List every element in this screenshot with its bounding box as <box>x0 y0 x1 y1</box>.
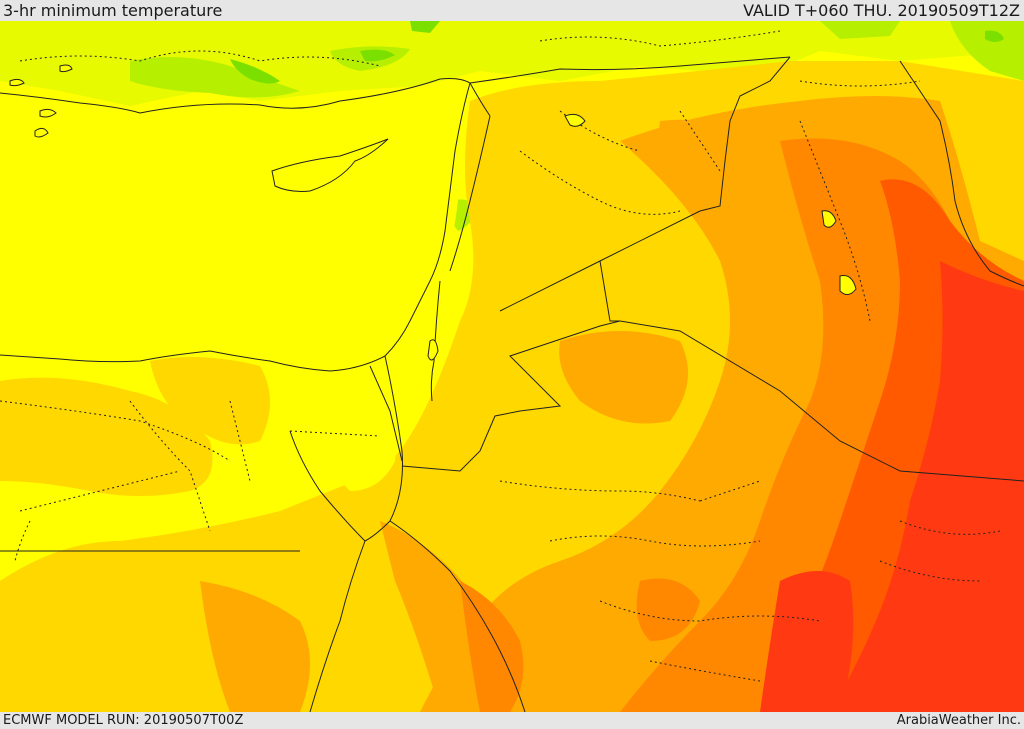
cyprus <box>271 138 389 192</box>
map-title: 3-hr minimum temperature <box>3 1 223 20</box>
north-green-8 <box>985 30 1004 42</box>
north-green-4 <box>360 49 395 62</box>
hejaz-orange <box>460 581 524 712</box>
nile-delta <box>150 357 270 445</box>
north-green-6 <box>820 21 900 39</box>
mediterranean-sea <box>0 91 470 371</box>
country-borders <box>0 56 1024 552</box>
north-green-2 <box>230 59 280 84</box>
province-boundaries <box>0 30 1001 682</box>
red-core <box>830 261 1024 712</box>
islands <box>9 64 73 138</box>
syria-orange <box>659 119 720 171</box>
map-canvas <box>0 21 1024 712</box>
temperature-map <box>0 21 1024 712</box>
model-run: ECMWF MODEL RUN: 20190507T00Z <box>3 713 244 728</box>
valid-time: VALID T+060 THU. 20190509T12Z <box>743 1 1020 20</box>
map-header: 3-hr minimum temperature VALID T+060 THU… <box>0 0 1024 21</box>
iraq-orange <box>559 331 688 424</box>
saudi-orange-patch <box>636 578 700 641</box>
south-egypt-orange <box>200 581 310 712</box>
map-footer: ECMWF MODEL RUN: 20190507T00Z ArabiaWeat… <box>0 712 1024 729</box>
red-core-2 <box>760 571 854 712</box>
lakes <box>427 113 857 361</box>
coastlines <box>0 56 1024 712</box>
sinai-yellow <box>290 371 396 491</box>
north-green-5 <box>410 21 440 33</box>
north-green-1 <box>130 57 300 98</box>
credit: ArabiaWeather Inc. <box>896 713 1021 728</box>
north-green-7 <box>950 21 1024 81</box>
egypt-gold <box>0 377 213 496</box>
